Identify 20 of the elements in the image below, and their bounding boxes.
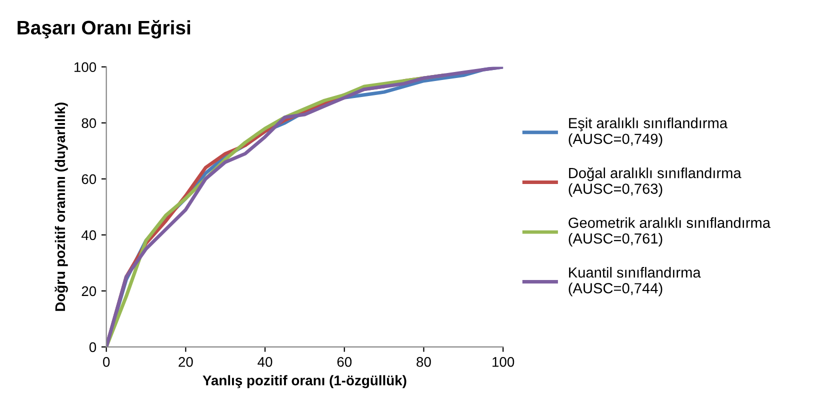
legend-label: Kuantil sınıflandırma (AUSC=0,744)	[568, 266, 701, 296]
x-tick-label: 60	[337, 357, 352, 367]
y-tick-label: 80	[82, 118, 96, 128]
legend-label: Doğal aralıklı sınıflandırma (AUSC=0,763)	[568, 167, 742, 197]
y-tick-label: 60	[82, 174, 96, 184]
x-tick-label: 80	[416, 357, 431, 367]
y-tick-label: 20	[82, 286, 96, 296]
legend-label: Geometrik aralıklı sınıflandırma (AUSC=0,761)	[568, 217, 770, 247]
x-axis-title: Yanlış pozitif oranı (1-özgüllük)	[202, 375, 406, 388]
x-tick-label: 20	[178, 357, 193, 367]
x-tick-label: 100	[492, 357, 514, 367]
chart-title: Başarı Oranı Eğrisi	[18, 20, 190, 38]
x-tick-label: 0	[103, 357, 110, 367]
y-tick-label: 100	[74, 62, 96, 72]
y-tick-label: 40	[81, 230, 96, 240]
y-axis-title: Doğru pozitif oranını (duyarlılık)	[54, 102, 68, 311]
line-series	[106, 66, 504, 347]
x-tick-label: 40	[258, 357, 272, 367]
legend-label: Eşit aralıklı sınıflandırma (AUSC=0,749)	[568, 118, 728, 147]
y-tick-label: 0	[89, 342, 96, 352]
